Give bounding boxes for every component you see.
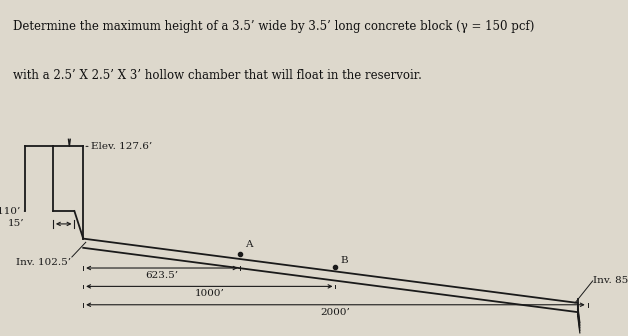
Text: with a 2.5’ X 2.5’ X 3’ hollow chamber that will float in the reservoir.: with a 2.5’ X 2.5’ X 3’ hollow chamber t… [13, 69, 421, 82]
Text: 623.5’: 623.5’ [145, 271, 178, 280]
Text: Inv. 102.5’: Inv. 102.5’ [16, 258, 72, 267]
Text: 15’: 15’ [8, 219, 24, 228]
Text: Inv. 85’: Inv. 85’ [593, 277, 628, 285]
Text: Determine the maximum height of a 3.5’ wide by 3.5’ long concrete block (γ = 150: Determine the maximum height of a 3.5’ w… [13, 20, 534, 33]
Text: Elev. 110’: Elev. 110’ [0, 207, 21, 216]
Text: A: A [245, 240, 252, 249]
Text: 1000’: 1000’ [195, 289, 224, 298]
Text: B: B [340, 256, 348, 265]
Text: Elev. 127.6’: Elev. 127.6’ [91, 142, 153, 151]
Text: 2000’: 2000’ [320, 308, 350, 317]
